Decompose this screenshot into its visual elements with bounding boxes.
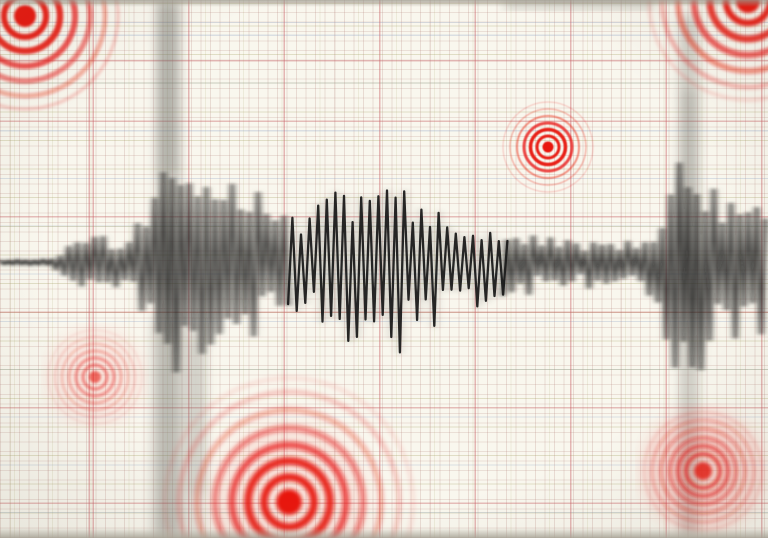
bullseye-ring <box>0 0 78 69</box>
bullseye-ring <box>509 108 587 186</box>
seismogram-trace-soft <box>0 172 290 373</box>
bullseye-center-dot <box>694 462 712 480</box>
bullseye-ring <box>676 444 730 498</box>
bullseye-ring <box>61 343 129 411</box>
seismogram-trace-sharp <box>286 189 509 354</box>
bullseye-ring <box>47 329 143 425</box>
epicenter-bullseye-icon <box>0 0 120 111</box>
bullseye-ring <box>1 0 49 40</box>
seismogram-trace-soft <box>501 162 768 371</box>
bullseye-ring <box>668 436 738 506</box>
bullseye-ring <box>54 336 136 418</box>
bullseye-ring <box>0 0 120 111</box>
bullseye-center-dot <box>542 141 554 153</box>
bullseye-ring <box>194 407 384 538</box>
ink-smudge <box>158 0 178 175</box>
bullseye-ring <box>659 427 747 515</box>
epicenter-bullseye-icon <box>647 0 768 102</box>
bullseye-ring <box>502 101 594 193</box>
bullseye-ring <box>176 389 402 538</box>
ink-smudge <box>504 0 654 7</box>
bullseye-ring <box>163 376 415 538</box>
bullseye-ring <box>212 425 366 538</box>
epicenter-bullseye-icon <box>502 101 594 193</box>
bullseye-ring <box>535 134 561 160</box>
bullseye-ring <box>0 0 64 55</box>
bullseye-ring <box>0 0 108 99</box>
epicenter-bullseye-icon <box>163 376 415 538</box>
bullseye-center-dot <box>14 5 36 27</box>
bullseye-ring <box>228 441 350 538</box>
epicenter-bullseye-icon <box>641 409 765 533</box>
epicenter-bullseye-icon <box>45 327 145 427</box>
bullseye-center-dot <box>736 0 760 13</box>
bullseye-ring <box>650 418 756 524</box>
bullseye-center-dot <box>89 371 101 383</box>
bullseye-ring <box>81 363 109 391</box>
bullseye-ring <box>67 349 123 405</box>
bullseye-ring <box>522 121 574 173</box>
bullseye-center-dot <box>276 489 302 515</box>
bullseye-ring <box>0 0 93 84</box>
bullseye-ring <box>74 356 116 398</box>
bullseye-ring <box>684 452 722 490</box>
bullseye-ring <box>260 473 318 531</box>
bullseye-ring <box>528 127 568 167</box>
bullseye-ring <box>516 115 580 179</box>
bullseye-ring <box>244 457 334 538</box>
